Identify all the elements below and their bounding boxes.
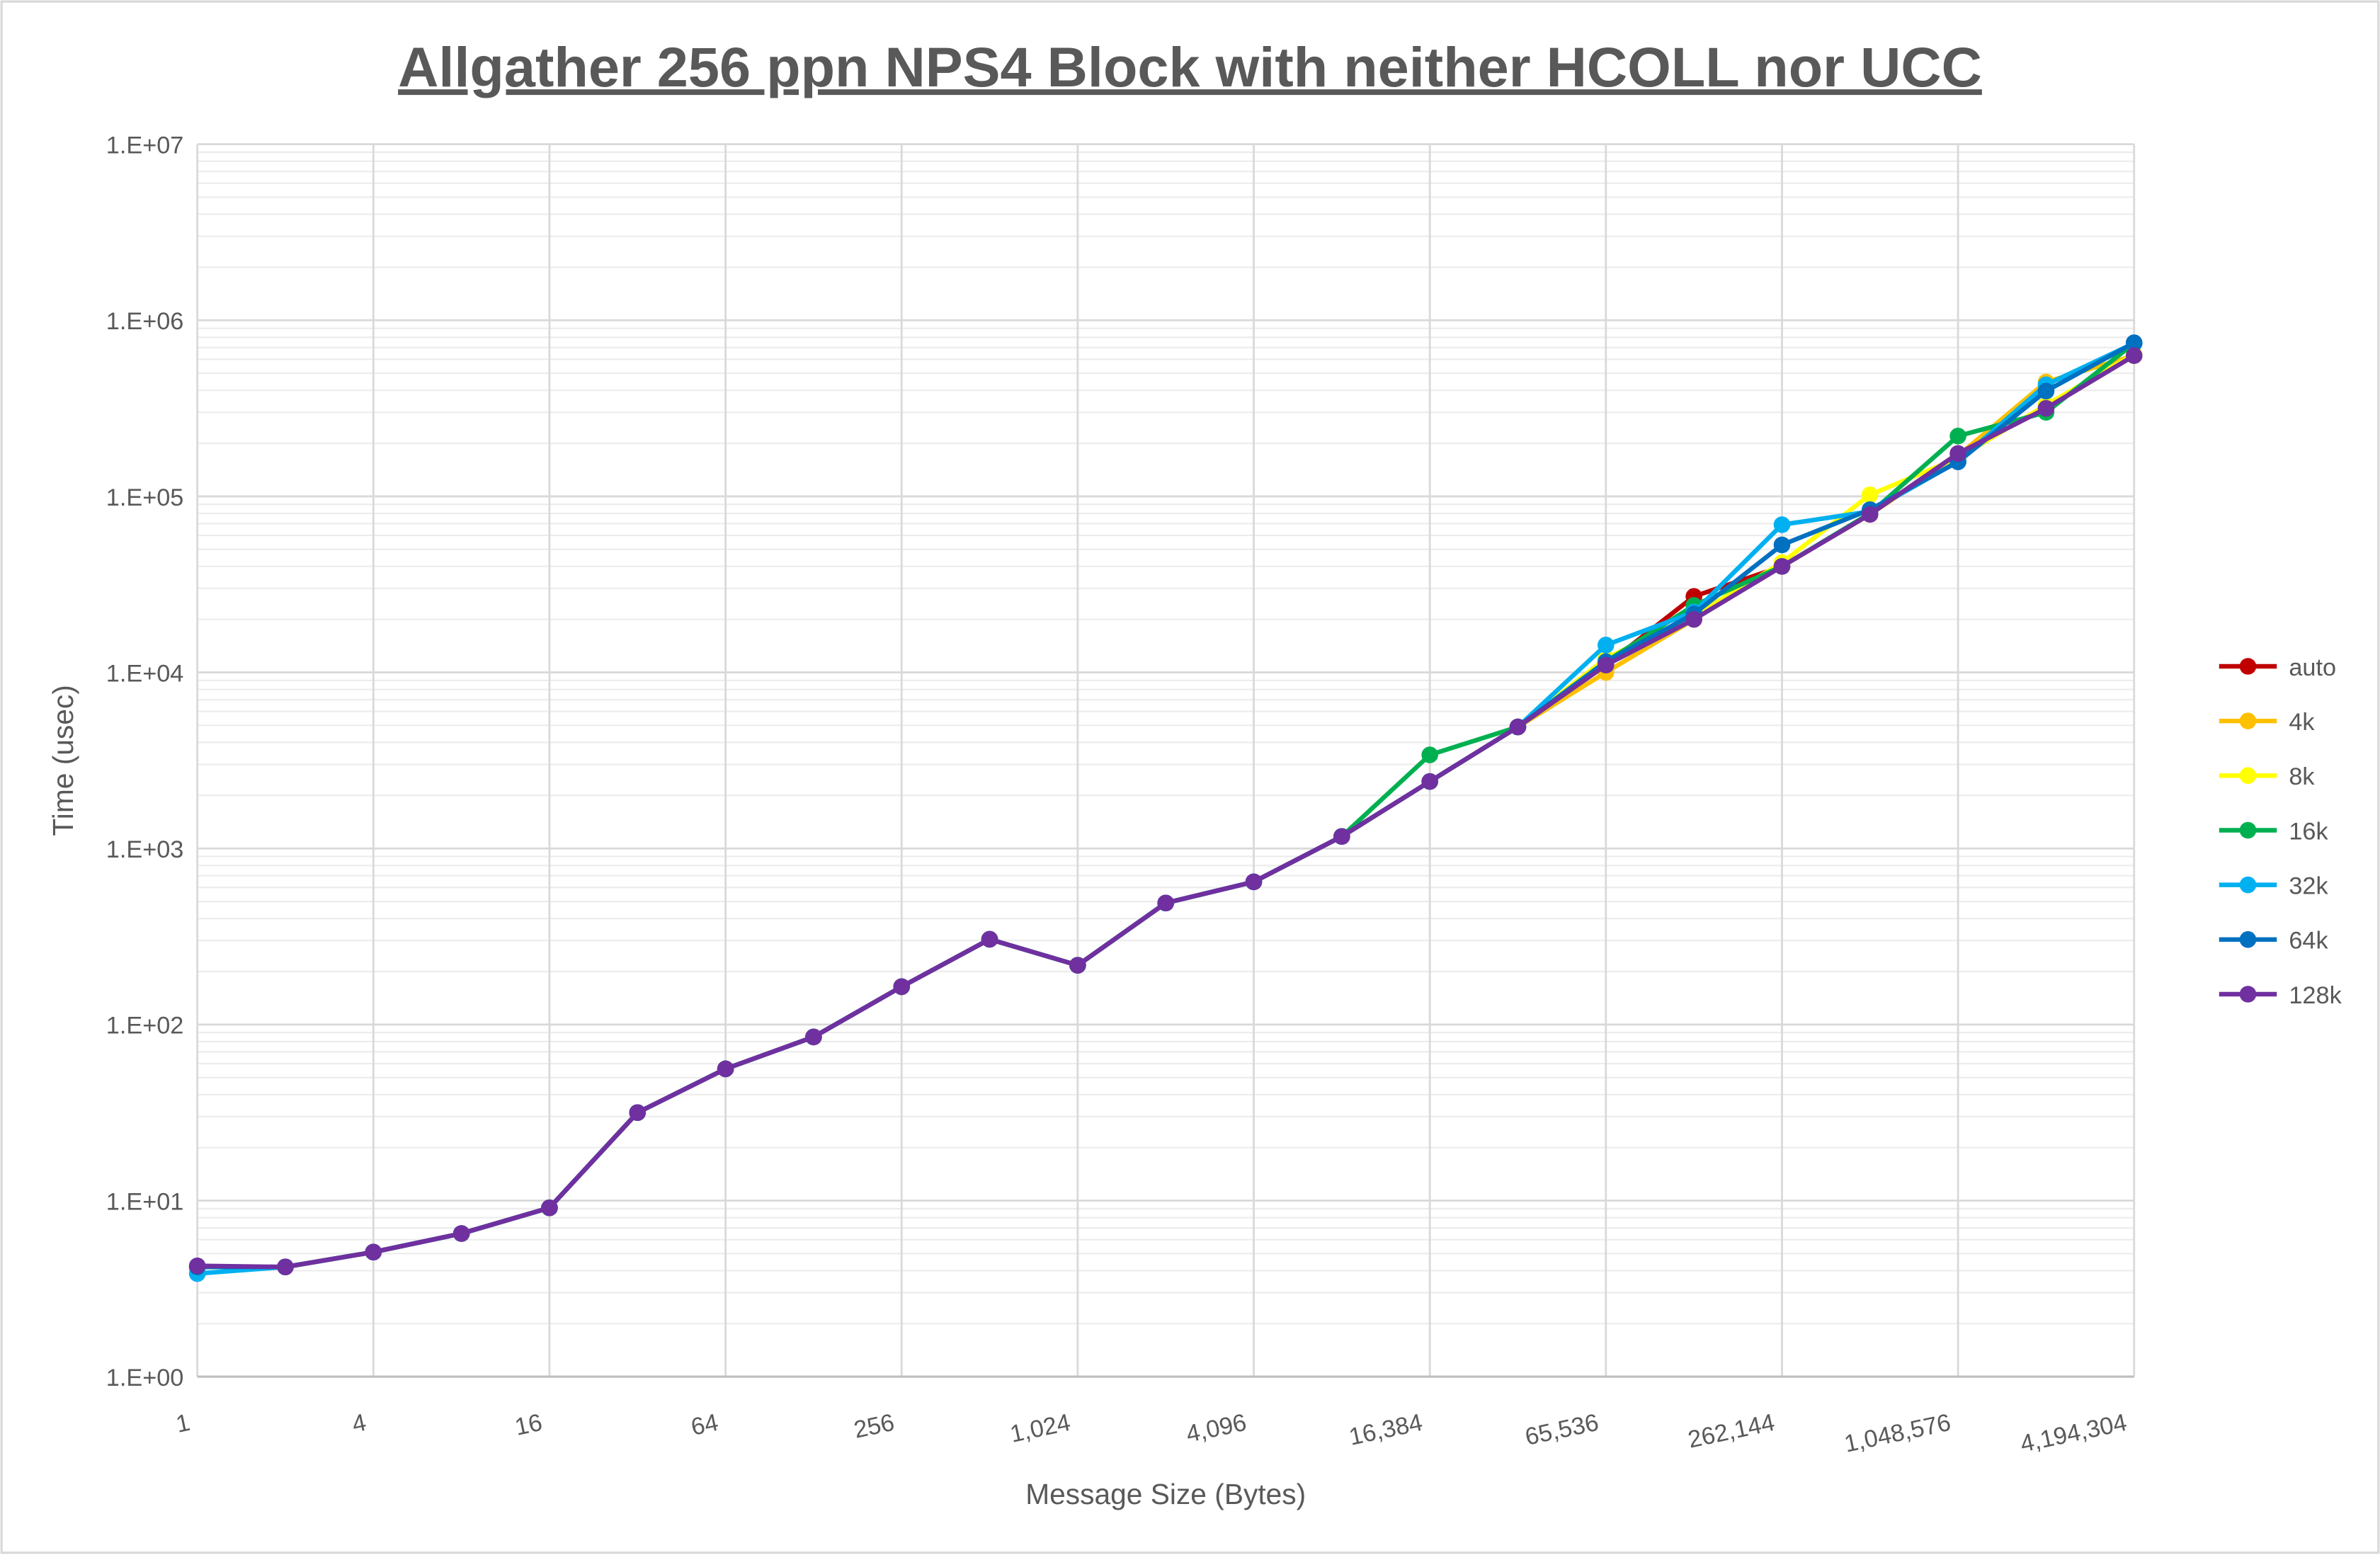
legend-marker [2239, 876, 2257, 894]
data-point [1861, 486, 1879, 503]
legend-marker [2239, 767, 2257, 785]
data-point [1773, 536, 1791, 554]
y-tick-label: 1.E+00 [106, 1365, 184, 1391]
data-point [452, 1225, 470, 1242]
data-point [365, 1243, 382, 1260]
legend-marker [2239, 712, 2257, 729]
data-point [541, 1199, 558, 1217]
data-point [1598, 637, 1615, 654]
legend-marker [2239, 931, 2257, 948]
data-point [1069, 957, 1086, 974]
legend-label: 8k [2289, 763, 2315, 790]
data-point [1245, 873, 1263, 891]
data-point [2125, 334, 2143, 351]
data-point [1685, 610, 1702, 628]
data-point [1773, 558, 1791, 575]
data-point [1333, 828, 1350, 845]
data-point [893, 978, 911, 996]
x-tick-label: 16 [513, 1409, 545, 1441]
legend-marker [2239, 986, 2257, 1003]
data-point [1949, 445, 1966, 462]
y-tick-label: 1.E+02 [106, 1013, 184, 1039]
data-point [717, 1060, 734, 1078]
y-tick-label: 1.E+05 [106, 484, 184, 511]
data-point [1598, 656, 1615, 674]
data-point [2125, 347, 2143, 364]
legend-marker [2239, 658, 2257, 675]
y-tick-label: 1.E+03 [106, 836, 184, 863]
x-axis-label: Message Size (Bytes) [1025, 1478, 1306, 1510]
y-tick-label: 1.E+07 [106, 132, 184, 159]
data-point [1421, 746, 1438, 763]
legend-label: 64k [2289, 928, 2328, 955]
data-point [981, 930, 998, 948]
data-point [1949, 427, 1966, 445]
data-point [805, 1028, 822, 1046]
data-point [1861, 506, 1879, 523]
y-tick-label: 1.E+06 [106, 308, 184, 335]
legend-label: 128k [2289, 982, 2342, 1009]
data-point [1773, 516, 1791, 533]
legend-label: 16k [2289, 818, 2328, 845]
data-point [1509, 718, 1527, 736]
data-point [1421, 773, 1438, 790]
y-axis-label: Time (usec) [47, 685, 79, 836]
data-point [1157, 894, 1174, 912]
data-point [188, 1257, 206, 1275]
data-point [629, 1104, 647, 1122]
legend-label: 32k [2289, 873, 2328, 900]
legend-label: auto [2289, 654, 2336, 681]
data-point [2037, 382, 2055, 400]
data-point [277, 1258, 294, 1275]
data-point [2037, 399, 2055, 417]
legend-label: 4k [2289, 709, 2315, 736]
legend-marker [2239, 821, 2257, 839]
chart-title: Allgather 256 ppn NPS4 Block with neithe… [398, 35, 1982, 98]
y-tick-label: 1.E+01 [106, 1188, 184, 1215]
y-tick-label: 1.E+04 [106, 660, 184, 687]
x-tick-label: 64 [688, 1409, 720, 1441]
